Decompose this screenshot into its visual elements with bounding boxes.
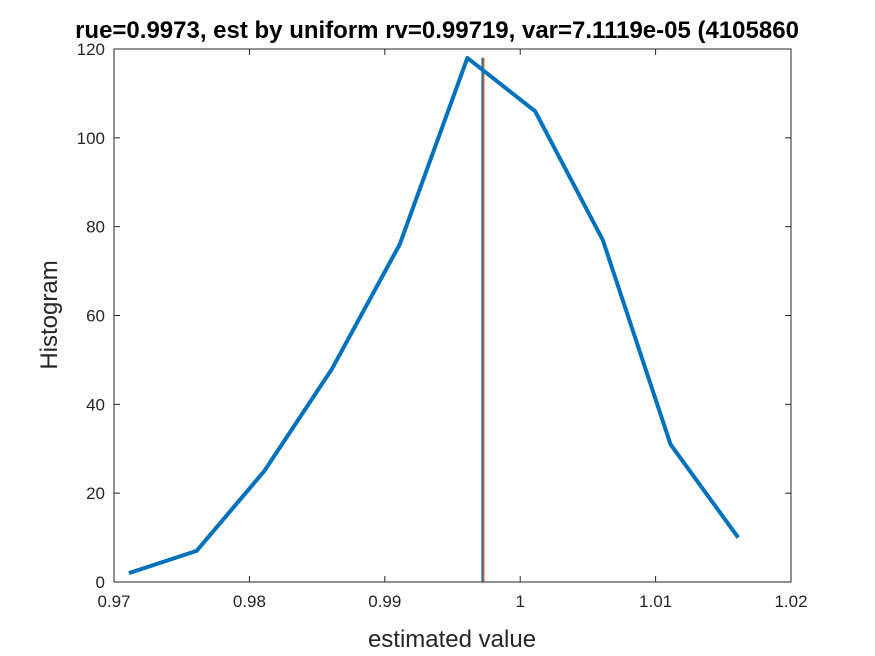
x-tick-label: 0.98 (233, 592, 266, 611)
x-axis-label: estimated value (368, 626, 536, 653)
plot-frame (113, 48, 792, 583)
y-tick-label: 60 (86, 307, 105, 326)
plot-area (114, 49, 791, 582)
x-tick-label: 1 (515, 592, 524, 611)
x-tick-label: 1.02 (774, 592, 807, 611)
y-tick-label: 100 (77, 129, 105, 148)
series-line (128, 55, 740, 576)
x-tick-label: 0.97 (97, 592, 130, 611)
x-tick-label: 0.99 (368, 592, 401, 611)
y-tick-label: 120 (77, 40, 105, 59)
chart-title: rue=0.9973, est by uniform rv=0.99719, v… (75, 17, 799, 44)
y-axis-label: Histogram (36, 260, 63, 369)
y-tick-label: 40 (86, 395, 105, 414)
reference-lines (481, 57, 485, 582)
x-tick-label: 1.01 (639, 592, 672, 611)
y-tick-label: 80 (86, 218, 105, 237)
data-series (128, 55, 740, 576)
y-tick-label: 20 (86, 484, 105, 503)
y-tick-label: 0 (96, 573, 105, 592)
tick-labels: 0.97 0.98 0.99 1 1.01 1.02 0 20 40 60 80 100 120 (77, 40, 808, 611)
